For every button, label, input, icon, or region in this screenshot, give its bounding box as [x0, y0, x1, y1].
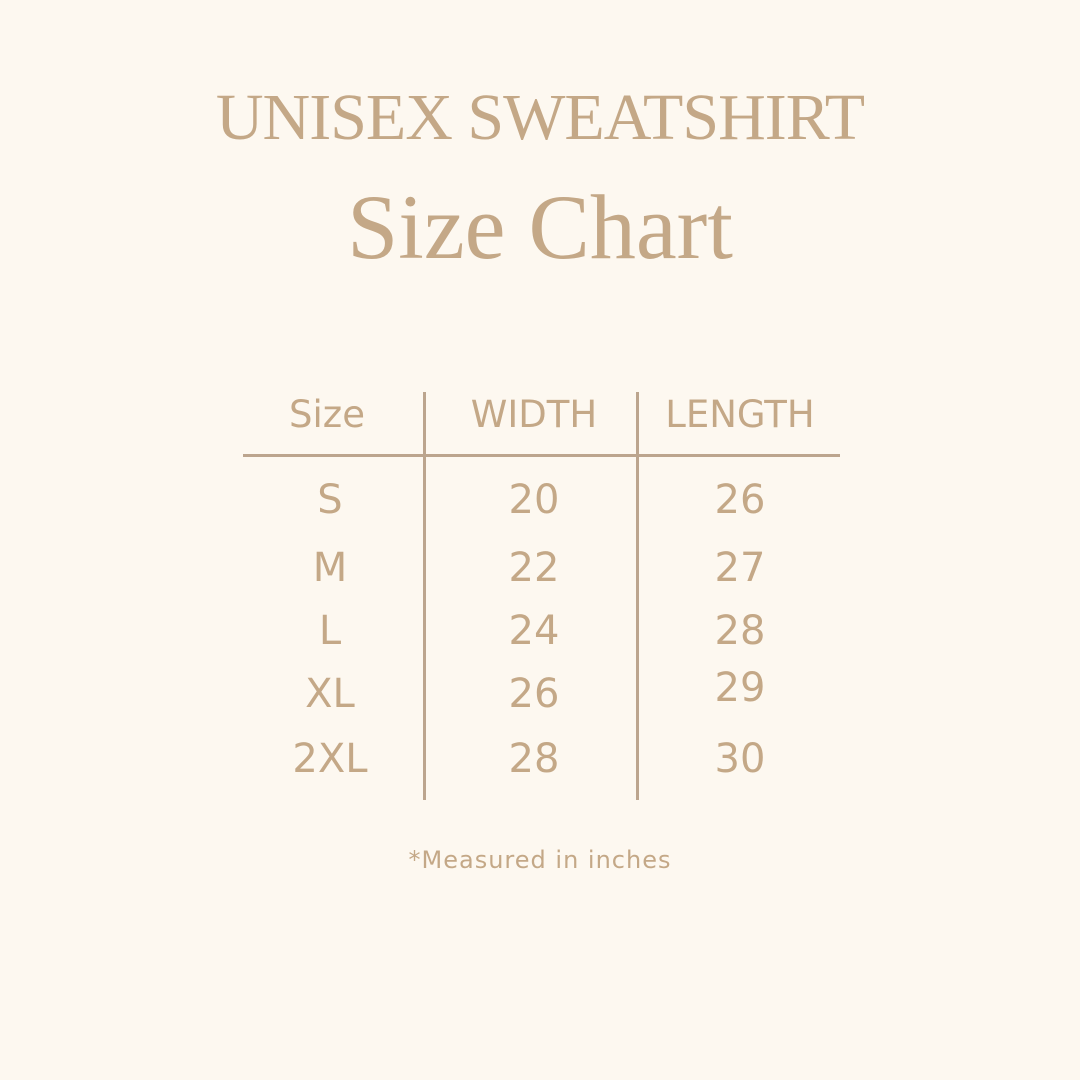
- cell-size: XL: [305, 671, 355, 717]
- cell-width: 26: [508, 671, 560, 717]
- column-divider-2: [636, 392, 639, 800]
- footnote: *Measured in inches: [408, 846, 672, 874]
- header-size: Size: [289, 393, 365, 436]
- cell-width: 22: [508, 545, 560, 591]
- cell-size: 2XL: [292, 736, 368, 782]
- cell-length: 28: [714, 608, 766, 654]
- cell-size: S: [317, 477, 343, 523]
- cell-length: 26: [714, 477, 766, 523]
- cell-size: L: [318, 608, 342, 654]
- cell-length: 30: [714, 736, 766, 782]
- title-product: UNISEX SWEATSHIRT: [215, 81, 865, 154]
- header-length: LENGTH: [665, 393, 815, 436]
- title-size-chart: Size Chart: [347, 176, 733, 278]
- cell-length: 29: [714, 665, 766, 711]
- cell-size: M: [312, 545, 348, 591]
- cell-width: 24: [508, 608, 560, 654]
- cell-width: 28: [508, 736, 560, 782]
- cell-length: 27: [714, 545, 766, 591]
- column-divider-1: [423, 392, 426, 800]
- header-width: WIDTH: [470, 393, 598, 436]
- cell-width: 20: [508, 477, 560, 523]
- header-divider: [243, 454, 840, 457]
